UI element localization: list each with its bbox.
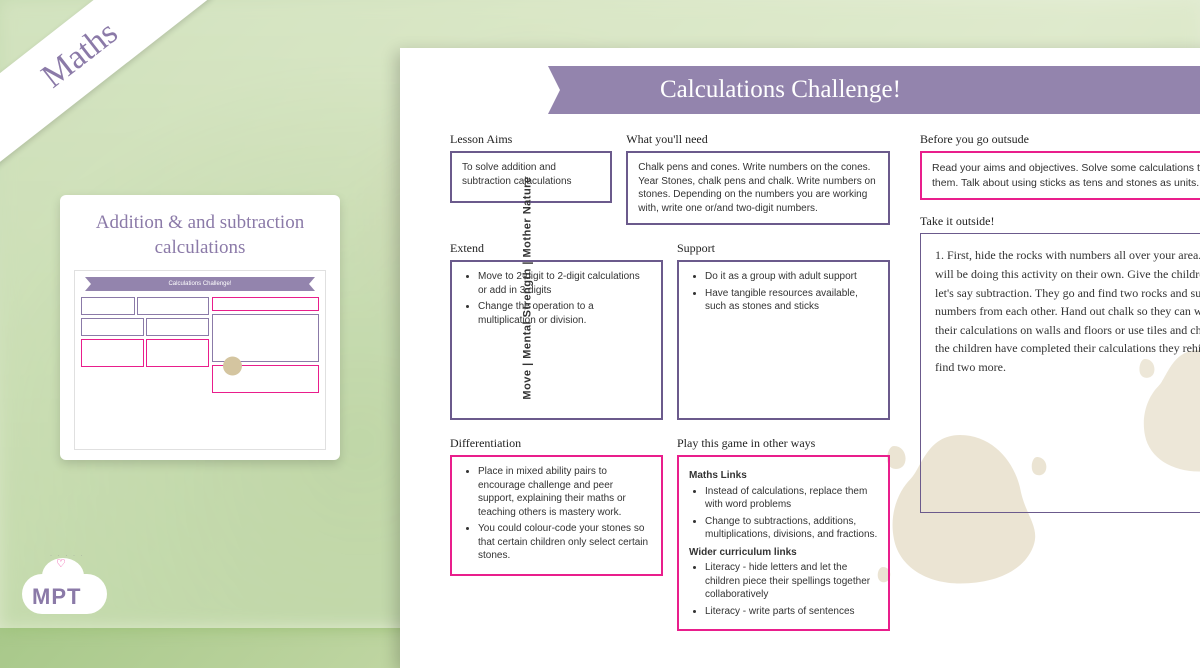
- extend-list: Move to 2-digit to 2-digit calculations …: [462, 270, 651, 327]
- support-head: Support: [677, 241, 890, 256]
- subtitle-text: Addition & and subtraction calculations: [74, 211, 326, 260]
- heart-icon: ♡: [56, 557, 66, 570]
- doc-title: Calculations Challenge!: [660, 76, 901, 104]
- diff-list: Place in mixed ability pairs to encourag…: [462, 465, 651, 563]
- diff-head: Differentiation: [450, 436, 663, 451]
- what-need-head: What you'll need: [626, 132, 890, 147]
- support-box: Do it as a group with adult support Have…: [677, 260, 890, 420]
- lesson-document: Calculations Challenge! Move | Mental St…: [400, 48, 1200, 668]
- before-box: Read your aims and objectives. Solve som…: [920, 151, 1200, 200]
- extend-head: Extend: [450, 241, 663, 256]
- play-head: Play this game in other ways: [677, 436, 890, 451]
- doc-title-banner: Calculations Challenge!: [570, 66, 1200, 114]
- before-head: Before you go outsude: [920, 132, 1200, 147]
- extend-box: Move to 2-digit to 2-digit calculations …: [450, 260, 663, 420]
- what-need-box: Chalk pens and cones. Write numbers on t…: [626, 151, 890, 225]
- lesson-aims-head: Lesson Aims: [450, 132, 612, 147]
- play-box: Maths Links Instead of calculations, rep…: [677, 455, 890, 631]
- take-head: Take it outside!: [920, 214, 1200, 229]
- mini-preview: Calculations Challenge!: [74, 270, 326, 450]
- logo-text: MPT: [32, 584, 81, 610]
- take-box: 1. First, hide the rocks with numbers al…: [920, 233, 1200, 513]
- subtitle-card: Addition & and subtraction calculations …: [60, 195, 340, 460]
- side-label: Move | Mental Strength | Mother Nature: [522, 176, 534, 399]
- diff-box: Place in mixed ability pairs to encourag…: [450, 455, 663, 576]
- support-list: Do it as a group with adult support Have…: [689, 270, 878, 314]
- mpt-logo: · · · · · ♡ MPT: [22, 559, 107, 614]
